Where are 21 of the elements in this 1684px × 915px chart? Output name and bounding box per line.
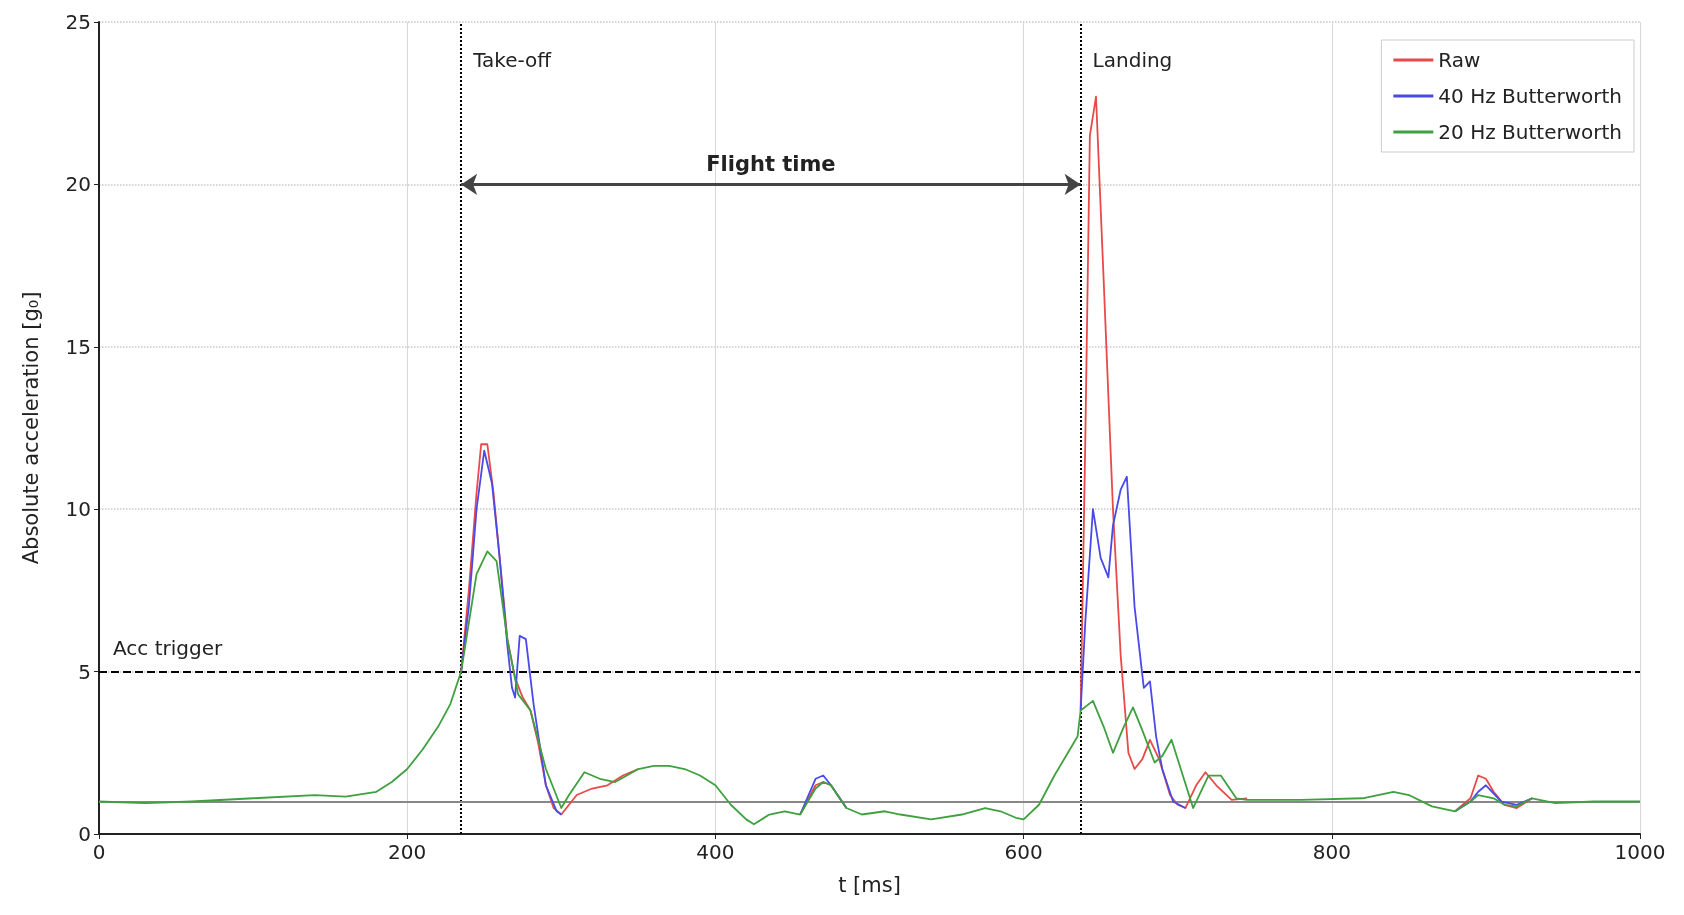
y-tick-label: 20 [65, 172, 91, 197]
ref-line-label: Take-off [472, 48, 553, 72]
x-tick-label: 200 [388, 840, 427, 864]
legend-label: 40 Hz Butterworth [1438, 84, 1623, 108]
annotation: Flight time [706, 152, 836, 177]
x-axis-title: t [ms] [838, 872, 901, 897]
y-tick-label: 5 [78, 659, 91, 684]
y-tick-label: 10 [65, 497, 91, 522]
x-tick-label: 600 [1004, 840, 1043, 864]
y-tick-label: 25 [65, 10, 91, 34]
legend-label: 20 Hz Butterworth [1438, 120, 1623, 144]
ref-line-label: Acc trigger [113, 635, 223, 660]
x-tick-label: 1000 [1614, 840, 1666, 864]
ref-line-label: Landing [1092, 48, 1173, 72]
y-axis-title: Absolute acceleration [g₀] [18, 291, 43, 565]
x-tick-label: 800 [1312, 840, 1351, 864]
y-tick-label: 0 [78, 822, 91, 846]
line-series [98, 550, 1641, 826]
legend-label: Raw [1438, 48, 1481, 72]
y-tick-label: 15 [65, 334, 91, 359]
x-tick-label: 400 [696, 840, 735, 864]
